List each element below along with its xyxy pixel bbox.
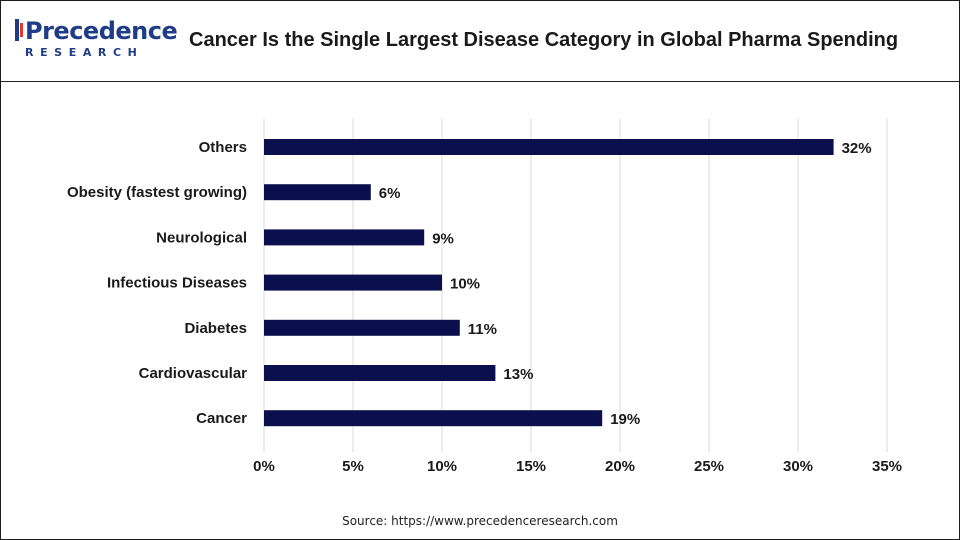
category-label: Diabetes xyxy=(184,320,247,337)
category-label: Cardiovascular xyxy=(139,365,248,382)
x-tick-label: 30% xyxy=(783,458,813,475)
bar xyxy=(264,184,371,201)
bars-group xyxy=(264,139,834,427)
logo-mark-icon xyxy=(15,19,23,41)
category-label: Infectious Diseases xyxy=(107,275,247,292)
value-label: 9% xyxy=(432,230,454,247)
bar xyxy=(264,410,603,427)
labels-group: 0% 5% 10% 15% 20% 25% 30% 35% Others 32% Obesity (… xyxy=(67,139,902,475)
bar xyxy=(264,274,442,291)
category-label: Cancer xyxy=(196,410,247,427)
x-tick-label: 35% xyxy=(872,458,902,475)
value-label: 13% xyxy=(503,366,533,383)
x-tick-label: 10% xyxy=(427,458,457,475)
category-label: Neurological xyxy=(156,229,247,246)
bar xyxy=(264,139,834,155)
header-bar: Precedence RESEARCH Cancer Is the Single… xyxy=(1,1,959,82)
value-label: 19% xyxy=(610,411,640,428)
x-tick-label: 15% xyxy=(516,458,546,475)
x-tick-label: 5% xyxy=(342,458,364,475)
x-tick-label: 20% xyxy=(605,458,635,475)
value-label: 10% xyxy=(450,276,480,293)
value-label: 11% xyxy=(468,321,497,338)
bar xyxy=(264,319,460,336)
logo-subtitle: RESEARCH xyxy=(25,46,144,59)
value-label: 32% xyxy=(842,140,872,157)
bar xyxy=(264,365,496,381)
source-note: Source: https://www.precedenceresearch.c… xyxy=(342,514,618,528)
value-label: 6% xyxy=(379,185,401,202)
logo-wordmark: Precedence xyxy=(25,17,178,45)
chart-title: Cancer Is the Single Largest Disease Cat… xyxy=(189,29,899,51)
bar xyxy=(264,229,425,246)
x-tick-label: 25% xyxy=(694,458,724,475)
category-label: Others xyxy=(199,139,247,156)
bar-chart: 0% 5% 10% 15% 20% 25% 30% 35% Others 32% Obesity (… xyxy=(67,119,902,475)
x-tick-label: 0% xyxy=(253,458,275,475)
category-label: Obesity (fastest growing) xyxy=(67,184,247,201)
brand-logo: Precedence RESEARCH xyxy=(15,17,178,67)
